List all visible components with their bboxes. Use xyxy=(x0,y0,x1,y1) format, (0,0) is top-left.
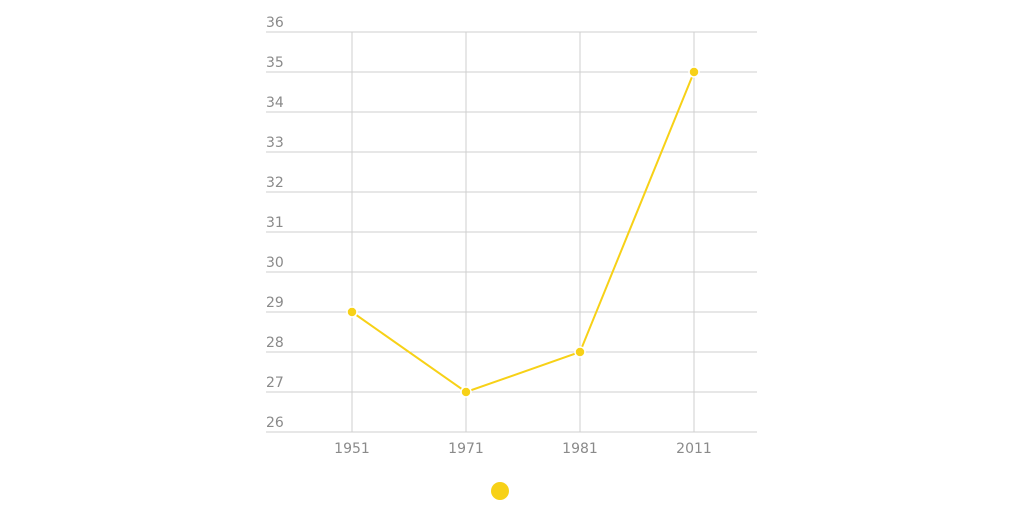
y-tick-label: 36 xyxy=(266,15,284,31)
y-tick-label: 33 xyxy=(266,135,284,151)
legend-marker xyxy=(491,482,509,500)
data-point xyxy=(460,386,472,398)
series-line xyxy=(351,71,695,394)
y-tick-label: 26 xyxy=(266,415,284,431)
y-tick-label: 31 xyxy=(266,215,284,231)
y-tick-label: 35 xyxy=(266,55,284,71)
x-tick-label: 1971 xyxy=(448,441,484,457)
y-tick-label: 29 xyxy=(266,295,284,311)
y-tick-label: 34 xyxy=(266,95,284,111)
y-tick-label: 32 xyxy=(266,175,284,191)
data-point xyxy=(688,66,700,78)
y-tick-label: 27 xyxy=(266,375,284,391)
y-tick-label: 28 xyxy=(266,335,284,351)
data-point xyxy=(346,306,358,318)
x-tick-label: 1951 xyxy=(334,441,370,457)
data-point xyxy=(574,346,586,358)
x-tick-label: 1981 xyxy=(562,441,598,457)
y-tick-label: 30 xyxy=(266,255,284,271)
x-tick-label: 2011 xyxy=(676,441,712,457)
